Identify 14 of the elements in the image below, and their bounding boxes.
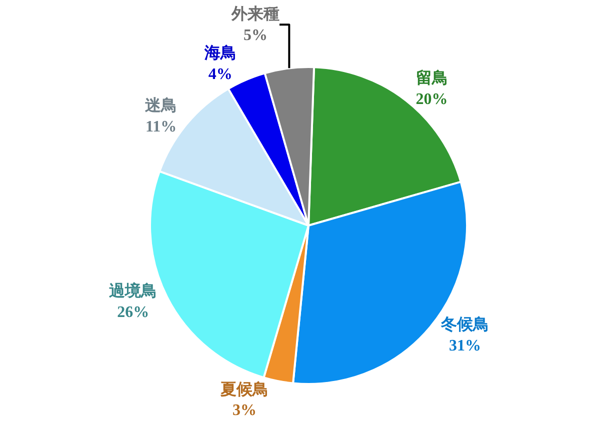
- data-label: 5%: [243, 27, 268, 44]
- slice-label: 迷鳥: [144, 96, 178, 115]
- slice-label: 過境鳥: [108, 281, 158, 300]
- slice-label: 海鳥: [203, 44, 236, 62]
- data-label: 3%: [232, 402, 257, 420]
- slice-label: 冬候鳥: [440, 316, 489, 334]
- slice-label: 夏候鳥: [220, 380, 269, 398]
- data-label: 4%: [208, 66, 232, 83]
- data-label: 20%: [416, 90, 448, 108]
- slice-label: 留鳥: [416, 69, 448, 88]
- slice-label: 外来種: [230, 5, 280, 24]
- data-label: 26%: [117, 304, 150, 321]
- data-label: 11%: [145, 118, 177, 136]
- data-label: 31%: [448, 337, 481, 354]
